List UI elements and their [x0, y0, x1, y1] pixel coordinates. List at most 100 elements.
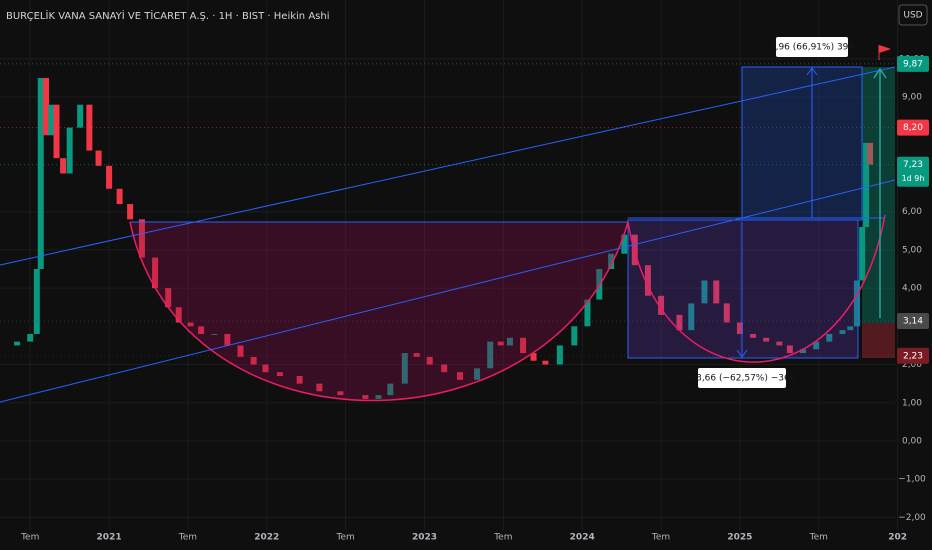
- candle: [276, 372, 283, 377]
- candle: [27, 333, 34, 342]
- y-tick-label: −1,00: [898, 475, 926, 485]
- currency-button[interactable]: [898, 4, 928, 26]
- candle: [621, 234, 628, 254]
- handle-arc: [627, 214, 886, 363]
- chart-title: BURÇELİK VANA SANAYİ VE TİCARET A.Ş. · 1…: [6, 9, 330, 22]
- candle: [37, 77, 44, 270]
- price-badge: [897, 347, 929, 364]
- candle: [658, 295, 665, 315]
- candle: [316, 383, 323, 392]
- candle: [53, 104, 60, 159]
- candle: [138, 219, 145, 258]
- x-tick-label: 2025: [727, 533, 752, 543]
- candle: [375, 395, 382, 399]
- candle: [676, 314, 683, 331]
- candle: [644, 265, 651, 296]
- arrow-head: [736, 349, 748, 358]
- annotation-box: [776, 37, 848, 57]
- candle: [77, 104, 84, 128]
- candle: [776, 341, 783, 346]
- candle: [853, 280, 860, 327]
- candle: [688, 303, 695, 331]
- candle: [506, 337, 513, 346]
- candle: [847, 326, 854, 331]
- price-countdown: 1d 9h: [902, 174, 925, 183]
- x-tick-label: 2021: [97, 533, 122, 543]
- x-tick-label: 202: [888, 533, 907, 543]
- annotation: 3,96 (66,91%) 396: [770, 43, 855, 53]
- price-badge-label: 7,23: [903, 160, 923, 170]
- candle: [33, 269, 40, 334]
- candle: [497, 341, 504, 346]
- trend-line: [0, 179, 896, 403]
- price-badge: [897, 312, 929, 329]
- price-badge-label: 8,20: [903, 123, 923, 133]
- x-tick-label: Tem: [651, 533, 670, 543]
- candle: [701, 280, 708, 304]
- annotation-box: [698, 368, 786, 388]
- x-tick-label: 2023: [412, 533, 437, 543]
- candle: [106, 165, 113, 189]
- candle: [867, 142, 874, 165]
- candle: [487, 341, 494, 369]
- candle: [48, 104, 55, 136]
- x-tick-label: Tem: [493, 533, 512, 543]
- arrow-head: [806, 67, 818, 76]
- x-tick-label: Tem: [178, 533, 197, 543]
- candle: [530, 353, 537, 361]
- cup-fill: [130, 222, 628, 401]
- target-box: [741, 66, 863, 221]
- arrow-head: [873, 67, 887, 79]
- candle: [584, 299, 591, 327]
- candle: [362, 395, 369, 399]
- handle-box: [627, 219, 859, 359]
- candle: [863, 142, 870, 227]
- currency-label[interactable]: USD: [903, 11, 922, 21]
- drawings: 3,96 (66,91%) 396 −3,66 (−62,57%) −366: [0, 37, 896, 403]
- candle: [95, 150, 102, 166]
- candle: [786, 345, 793, 354]
- candle: [542, 360, 549, 365]
- candle: [713, 280, 720, 304]
- candle: [237, 345, 244, 357]
- candle: [736, 322, 743, 334]
- candle: [60, 158, 67, 174]
- loss-zone: [862, 323, 895, 358]
- candle: [556, 345, 563, 365]
- y-tick-label: 9,00: [902, 93, 922, 103]
- candle: [296, 376, 303, 384]
- candle: [198, 326, 205, 334]
- candle: [401, 353, 408, 384]
- x-tick-label: Tem: [336, 533, 355, 543]
- x-tick-label: 2022: [254, 533, 279, 543]
- y-tick-label: 5,00: [902, 245, 922, 255]
- candle: [571, 326, 578, 346]
- y-tick-label: 0,00: [902, 436, 922, 446]
- candle: [387, 383, 394, 396]
- cup-arc: [129, 221, 629, 402]
- candle: [127, 204, 134, 220]
- x-tick-label: Tem: [20, 533, 39, 543]
- candle: [250, 356, 257, 365]
- y-tick-label: 6,00: [902, 207, 922, 217]
- candle: [42, 77, 49, 136]
- price-badge: [897, 55, 929, 72]
- candle: [441, 364, 448, 373]
- candle: [116, 188, 123, 205]
- candle: [456, 372, 463, 380]
- candle: [165, 288, 172, 308]
- candle: [152, 257, 159, 289]
- candle: [723, 303, 730, 323]
- flag: [879, 45, 891, 53]
- candle: [839, 330, 846, 334]
- price-badge: [897, 119, 929, 136]
- candle: [763, 337, 770, 342]
- candle: [66, 127, 73, 174]
- annotation: −3,66 (−62,57%) −366: [689, 374, 796, 384]
- candle: [211, 333, 218, 335]
- candle: [14, 341, 21, 346]
- candle: [413, 353, 420, 357]
- candle: [474, 368, 481, 380]
